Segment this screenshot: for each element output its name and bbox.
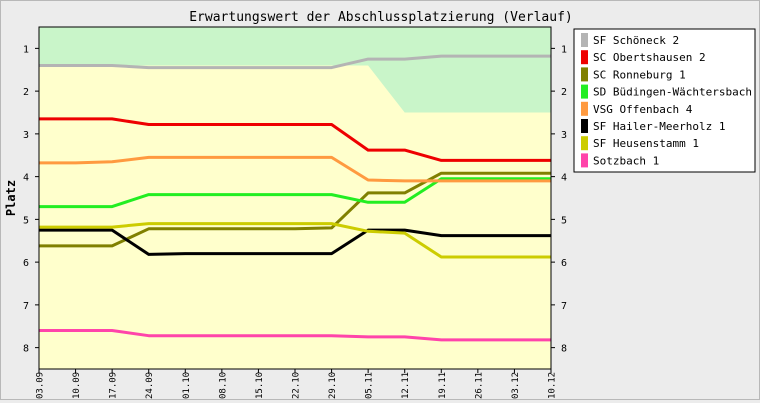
promotion-band: [39, 27, 551, 113]
series-line-8: [39, 329, 551, 342]
x-tick-label: 08.10: [218, 372, 228, 399]
background-bands: [39, 27, 551, 369]
x-tick-label: 05.11: [365, 372, 375, 399]
legend-label: VSG Offenbach 4: [593, 103, 693, 116]
y-tick-label: 4: [23, 173, 29, 184]
y-tick-label: 6: [23, 258, 29, 269]
y-tick-label-right: 6: [561, 258, 567, 269]
x-tick-label: 10.12: [548, 372, 558, 399]
y-tick-label-right: 5: [561, 215, 567, 226]
x-tick-label: 15.10: [255, 372, 265, 399]
series-line-5: [39, 155, 551, 183]
y-tick-label-right: 1: [561, 44, 567, 55]
series-layer: [39, 54, 551, 342]
y-tick-label: 8: [23, 344, 29, 355]
y-tick-label-right: 7: [561, 301, 567, 312]
x-tick-label: 03.09: [36, 372, 46, 399]
x-tick-label: 03.12: [511, 372, 521, 399]
legend-label: Sotzbach 1: [593, 154, 659, 167]
x-tick-label: 10.09: [72, 372, 82, 399]
legend-label: SF Schöneck 2: [593, 34, 679, 47]
series-line-4: [39, 177, 551, 209]
y-tick-label: 2: [23, 87, 29, 98]
legend-label: SC Obertshausen 2: [593, 51, 706, 64]
y-tick-label: 3: [23, 130, 29, 141]
y-ticks-left: 1 2 3 4 5 6 7 8: [23, 44, 39, 355]
legend: SF Schöneck 2 SC Obertshausen 2 SC Ronnebu…: [573, 28, 760, 173]
series-line-3: [39, 171, 551, 248]
x-tick-label: 29.10: [328, 372, 338, 399]
legend-swatch: [581, 33, 588, 47]
legend-swatch: [581, 101, 588, 116]
legend-label: SF Hailer-Meerholz 1: [593, 120, 725, 133]
legend-swatch: [581, 136, 588, 151]
x-tick-label: 01.10: [182, 372, 192, 399]
legend-label: SF Heusenstamm 1: [593, 137, 699, 150]
legend-swatch: [581, 67, 588, 82]
series-line-6: [39, 228, 551, 256]
y-tick-label: 1: [23, 44, 29, 55]
y-ticks-right: 1 2 3 4 5 6 7 8: [551, 44, 567, 355]
legend-box: [573, 28, 756, 173]
series-line-7: [39, 222, 551, 259]
y-tick-label-right: 4: [561, 173, 567, 184]
x-tick-label: 12.11: [401, 372, 411, 399]
y-tick-label-right: 2: [561, 87, 567, 98]
x-tick-label: 22.10: [292, 372, 302, 399]
y-tick-label: 7: [23, 301, 29, 312]
series-line-1: [39, 54, 551, 70]
x-tick-label: 24.09: [145, 372, 155, 399]
y-axis-label: Platz: [4, 180, 18, 216]
chart-title: Erwartungswert der Abschlussplatzierung …: [189, 10, 573, 25]
y-tick-label: 5: [23, 215, 29, 226]
y-tick-label-right: 8: [561, 344, 567, 355]
x-ticks: 03.09 10.09 17.09 24.09 01.10 08.10 15.10 22.10…: [36, 369, 558, 399]
legend-label: SD Büdingen-Wächtersbach 3: [593, 86, 759, 99]
legend-swatch: [581, 50, 588, 65]
legend-label: SC Ronneburg 1: [593, 68, 686, 81]
series-line-2: [39, 117, 551, 162]
x-tick-label: 17.09: [109, 372, 119, 399]
legend-swatch: [581, 153, 588, 168]
y-tick-label-right: 3: [561, 130, 567, 141]
x-tick-label: 19.11: [438, 372, 448, 399]
legend-swatch: [581, 84, 588, 99]
x-tick-label: 26.11: [474, 372, 484, 399]
legend-swatch: [581, 119, 588, 133]
